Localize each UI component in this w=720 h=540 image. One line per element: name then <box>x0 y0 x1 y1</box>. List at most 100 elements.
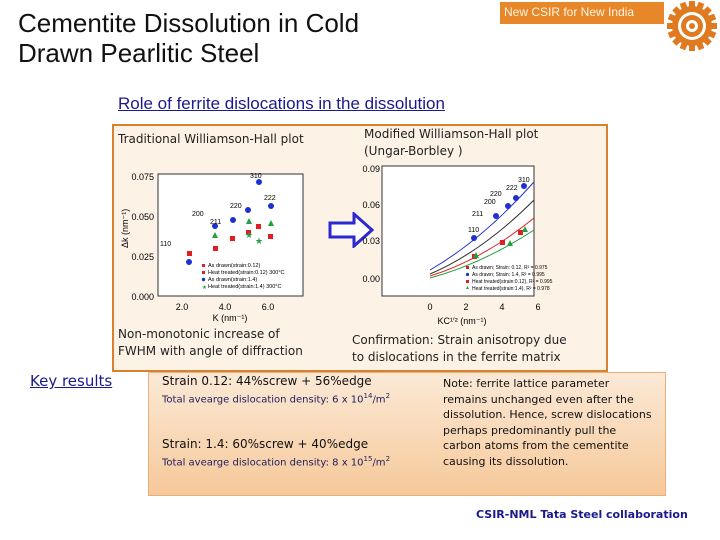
side-note: Note: ferrite lattice parameter remains … <box>443 377 652 468</box>
mwh-peak-label: 222 <box>506 185 518 192</box>
mwh-peak-label: 220 <box>490 191 502 198</box>
wh-plot-area <box>157 173 304 297</box>
traditional-plot-label: Traditional Williamson-Hall plot <box>118 132 304 146</box>
mwh-peak-label: 110 <box>468 227 479 234</box>
strain-result-2: Strain: 1.4: 60%screw + 40%edge <box>162 437 369 451</box>
wh-peak-label: 200 <box>192 211 204 218</box>
williamson-hall-plot: 0.075 0.050 0.025 0.000 2.0 4.0 6.0 K (n… <box>120 172 304 323</box>
mwh-legend-entry: Heat treated(strain:0.12), R² = 0.995 <box>472 279 553 285</box>
wh-xtick: 2.0 <box>176 302 189 312</box>
wh-peak-label: 222 <box>264 195 276 202</box>
left-plot-note-line1: Non-monotonic increase of <box>118 327 280 341</box>
density-1-unit-exponent: 2 <box>385 392 391 400</box>
left-plot-note-line2: FWHM with angle of diffraction <box>118 344 303 358</box>
mwh-point <box>471 235 477 241</box>
wh-point <box>213 246 218 251</box>
mwh-point <box>522 226 528 232</box>
modified-williamson-hall-plot: 0.09 0.06 0.03 0.00 0 2 4 6 KC¹′² (nm⁻¹)… <box>362 164 553 326</box>
wh-point <box>230 217 236 223</box>
wh-ytick: 0.050 <box>131 212 154 222</box>
csir-logo-icon <box>667 1 717 51</box>
mwh-point <box>473 252 479 258</box>
wh-point <box>246 218 252 224</box>
wh-peak-label: 211 <box>210 219 221 226</box>
wh-point <box>246 230 251 235</box>
left-plot-note: Non-monotonic increase of FWHM with angl… <box>118 326 303 360</box>
mwh-legend-entry: As drawn; Strain: 1.4, R² = 0.995 <box>472 272 545 278</box>
mwh-xtick: 0 <box>427 302 432 312</box>
svg-text:★: ★ <box>202 284 207 291</box>
density-1-text: Total avearge dislocation density: 6 x 1… <box>162 394 364 406</box>
wh-xtick: 4.0 <box>219 302 232 312</box>
wh-point <box>256 179 262 185</box>
slide-title: Cementite Dissolution in Cold Drawn Pear… <box>18 8 458 68</box>
wh-peak-label: 220 <box>230 203 242 210</box>
wh-point <box>268 203 274 209</box>
density-1-unit: /m <box>372 394 386 406</box>
wh-legend-entry: Heat treated(strain:0.12) 300°C <box>208 270 285 276</box>
wh-xtick: 6.0 <box>262 302 275 312</box>
wh-point <box>186 259 192 265</box>
strain-result-1: Strain 0.12: 44%screw + 56%edge <box>162 374 372 388</box>
modified-plot-label-line2: (Ungar-Borbley ) <box>364 144 463 158</box>
right-plot-note: Confirmation: Strain anisotropy due to d… <box>352 332 567 366</box>
wh-series-markers: ★ ★ <box>186 179 274 265</box>
mwh-point <box>505 203 511 209</box>
mwh-legend: As drawn; Strain: 0.12, R² = 0.975 As dr… <box>465 265 553 292</box>
wh-legend-entry: As drawn(strain:1.4) <box>208 277 257 283</box>
section-subtitle: Role of ferrite dislocations in the diss… <box>118 94 445 113</box>
mwh-fit-line <box>429 229 535 279</box>
mwh-fit-line <box>429 217 535 277</box>
wh-point <box>187 251 192 256</box>
density-2-unit: /m <box>372 457 386 469</box>
wh-point <box>212 232 218 238</box>
wh-point <box>245 207 251 213</box>
mwh-fit-line <box>429 181 535 271</box>
slide-title-line2: Drawn Pearlitic Steel <box>18 38 260 68</box>
wh-ytick: 0.025 <box>131 252 154 262</box>
modified-plot-label: Modified Williamson-Hall plot (Ungar-Bor… <box>364 126 538 160</box>
collaboration-footer: CSIR-NML Tata Steel collaboration <box>476 508 688 521</box>
mwh-ytick: 0.03 <box>362 236 380 246</box>
wh-xlabel: K (nm⁻¹) <box>213 313 248 323</box>
mwh-ytick: 0.06 <box>362 200 380 210</box>
wh-point <box>256 224 261 229</box>
wh-legend-entry: Heat treated(strain:1.4) 300°C <box>208 284 281 290</box>
mwh-point <box>513 195 519 201</box>
mwh-peak-label: 211 <box>472 211 483 218</box>
wh-point <box>268 234 273 239</box>
mwh-plot-area <box>381 165 535 297</box>
mwh-ytick: 0.09 <box>362 164 380 174</box>
key-results-panel <box>148 372 666 496</box>
right-plot-note-line1: Confirmation: Strain anisotropy due <box>352 333 567 347</box>
mwh-fit-line <box>429 199 535 275</box>
mwh-series-markers <box>471 183 528 259</box>
mwh-point <box>521 183 527 189</box>
wh-ytick: 0.000 <box>131 292 154 302</box>
key-results-heading: Key results <box>30 372 113 390</box>
mwh-xtick: 6 <box>535 302 540 312</box>
right-arrow-icon <box>328 212 374 248</box>
mwh-peak-label: 310 <box>518 177 530 184</box>
wh-peak-label: 110 <box>160 241 171 248</box>
wh-point <box>212 223 218 229</box>
wh-ylabel: Δk (nm⁻¹) <box>120 209 130 248</box>
dislocation-density-2: Total avearge dislocation density: 8 x 1… <box>162 455 390 468</box>
mwh-point <box>493 213 499 219</box>
density-2-text: Total avearge dislocation density: 8 x 1… <box>162 457 364 469</box>
slide-title-line1: Cementite Dissolution in Cold <box>18 8 360 38</box>
mwh-ytick: 0.00 <box>362 274 380 284</box>
mwh-xlabel: KC¹′² (nm⁻¹) <box>438 316 487 326</box>
wh-peak-label: 310 <box>250 173 262 180</box>
mwh-legend-entry: As drawn; Strain: 0.12, R² = 0.975 <box>472 265 548 271</box>
brand-banner <box>500 2 664 24</box>
modified-plot-label-line1: Modified Williamson-Hall plot <box>364 127 539 141</box>
mwh-xtick: 2 <box>463 302 468 312</box>
mwh-point <box>507 240 513 246</box>
mwh-xtick: 4 <box>499 302 504 312</box>
dislocation-density-1: Total avearge dislocation density: 6 x 1… <box>162 392 390 405</box>
wh-point: ★ <box>255 236 263 246</box>
wh-point <box>230 236 235 241</box>
mwh-legend-entry: Heat treated(strain:1.4), R² = 0.978 <box>472 286 550 292</box>
wh-point: ★ <box>245 230 253 240</box>
